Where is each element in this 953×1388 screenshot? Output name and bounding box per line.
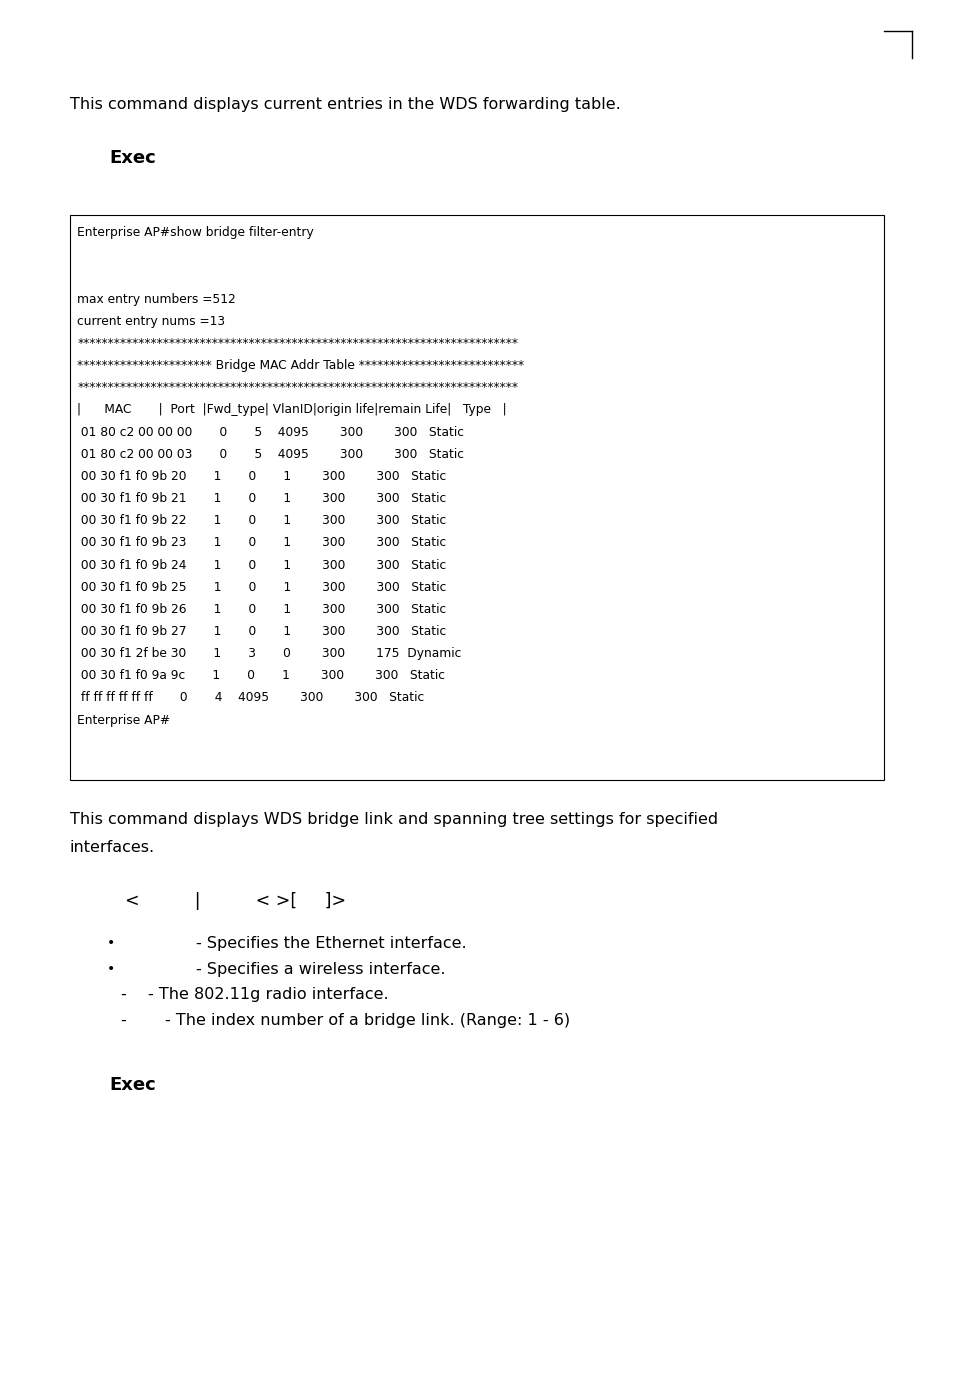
Text: 00 30 f1 f0 9b 20       1       0       1        300        300   Static: 00 30 f1 f0 9b 20 1 0 1 300 300 Static [77,471,446,483]
Text: interfaces.: interfaces. [70,840,154,855]
Text: Enterprise AP#: Enterprise AP# [77,713,171,727]
Text: This command displays WDS bridge link and spanning tree settings for specified: This command displays WDS bridge link an… [70,812,717,827]
Text: •: • [107,936,115,949]
Text: Enterprise AP#show bridge filter-entry: Enterprise AP#show bridge filter-entry [77,226,314,239]
Text: -: - [120,987,126,1002]
Text: max entry numbers =512: max entry numbers =512 [77,293,235,305]
Text: 00 30 f1 f0 9b 22       1       0       1        300        300   Static: 00 30 f1 f0 9b 22 1 0 1 300 300 Static [77,514,446,527]
Text: ff ff ff ff ff ff       0       4    4095        300        300   Static: ff ff ff ff ff ff 0 4 4095 300 300 Stati… [77,691,424,705]
Text: Exec: Exec [110,1076,156,1094]
Text: 00 30 f1 f0 9a 9c       1       0       1        300        300   Static: 00 30 f1 f0 9a 9c 1 0 1 300 300 Static [77,669,445,683]
Text: •: • [107,962,115,976]
Text: - The index number of a bridge link. (Range: 1 - 6): - The index number of a bridge link. (Ra… [165,1013,570,1029]
Bar [70,215,883,780]
Text: ************************************************************************: ****************************************… [77,382,517,394]
Text: 01 80 c2 00 00 03       0       5    4095        300        300   Static: 01 80 c2 00 00 03 0 5 4095 300 300 Stati… [77,448,464,461]
Text: 00 30 f1 f0 9b 25       1       0       1        300        300   Static: 00 30 f1 f0 9b 25 1 0 1 300 300 Static [77,580,446,594]
Text: 00 30 f1 2f be 30       1       3       0        300        175  Dynamic: 00 30 f1 2f be 30 1 3 0 300 175 Dynamic [77,647,461,661]
Text: 00 30 f1 f0 9b 27       1       0       1        300        300   Static: 00 30 f1 f0 9b 27 1 0 1 300 300 Static [77,625,446,638]
Text: - Specifies a wireless interface.: - Specifies a wireless interface. [195,962,445,977]
Text: Exec: Exec [110,149,156,167]
Text: 00 30 f1 f0 9b 23       1       0       1        300        300   Static: 00 30 f1 f0 9b 23 1 0 1 300 300 Static [77,536,446,550]
Text: ********************** Bridge MAC Addr Table ***************************: ********************** Bridge MAC Addr T… [77,359,524,372]
Text: <          |          < >[     ]>: < | < >[ ]> [70,892,345,911]
Text: -: - [120,1013,126,1029]
Text: ************************************************************************: ****************************************… [77,337,517,350]
Text: - Specifies the Ethernet interface.: - Specifies the Ethernet interface. [195,936,466,951]
Text: 01 80 c2 00 00 00       0       5    4095        300        300   Static: 01 80 c2 00 00 00 0 5 4095 300 300 Stati… [77,426,464,439]
Text: 00 30 f1 f0 9b 24       1       0       1        300        300   Static: 00 30 f1 f0 9b 24 1 0 1 300 300 Static [77,558,446,572]
Text: - The 802.11g radio interface.: - The 802.11g radio interface. [148,987,388,1002]
Text: 00 30 f1 f0 9b 26       1       0       1        300        300   Static: 00 30 f1 f0 9b 26 1 0 1 300 300 Static [77,602,446,616]
Text: 00 30 f1 f0 9b 21       1       0       1        300        300   Static: 00 30 f1 f0 9b 21 1 0 1 300 300 Static [77,493,446,505]
Text: This command displays current entries in the WDS forwarding table.: This command displays current entries in… [70,97,619,112]
Text: current entry nums =13: current entry nums =13 [77,315,225,328]
Text: |      MAC       |  Port  |Fwd_type| VlanID|origin life|remain Life|   Type   |: | MAC | Port |Fwd_type| VlanID|origin li… [77,404,506,416]
